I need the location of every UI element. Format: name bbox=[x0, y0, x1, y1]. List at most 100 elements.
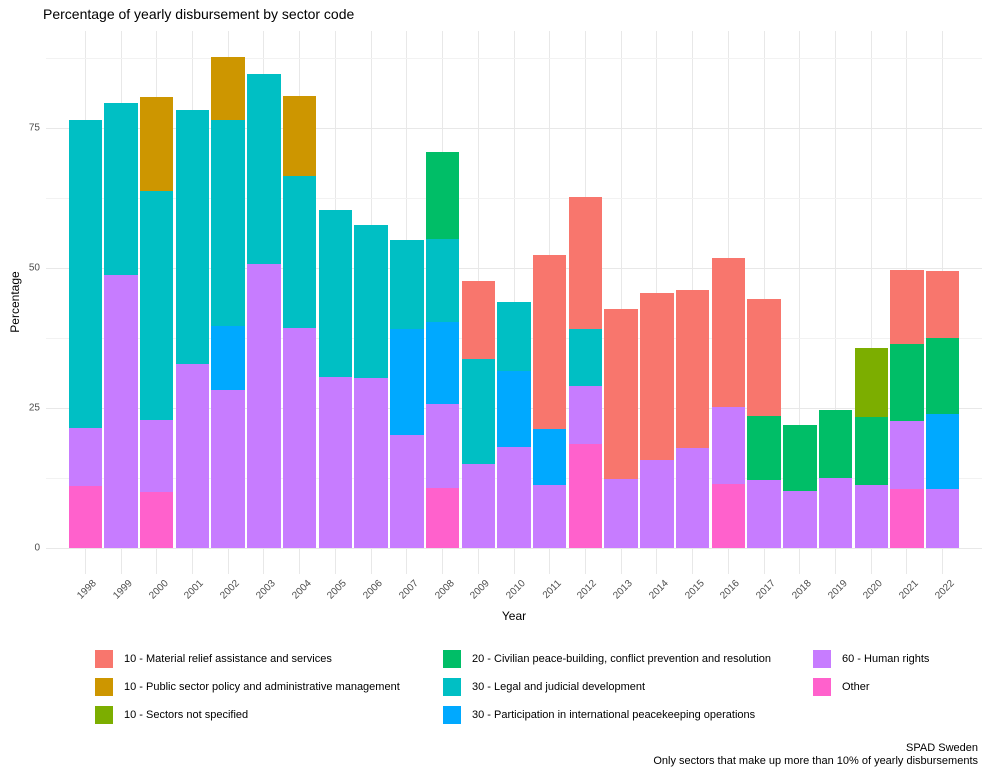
x-tick-label: 2021 bbox=[897, 578, 921, 602]
x-tick-label: 2007 bbox=[397, 578, 421, 602]
bar-segment bbox=[818, 409, 853, 478]
legend-item: 30 - Participation in international peac… bbox=[443, 706, 755, 724]
bar-segment bbox=[282, 95, 317, 177]
bar-segment bbox=[854, 485, 888, 548]
x-tick-label: 2017 bbox=[754, 578, 778, 602]
bar-segment bbox=[68, 119, 103, 428]
x-tick-label: 2015 bbox=[682, 578, 707, 602]
caption-line-1: SPAD Sweden bbox=[906, 742, 978, 754]
x-tick-label: 2010 bbox=[504, 578, 528, 602]
x-tick-label: 2004 bbox=[289, 578, 314, 602]
bar-segment bbox=[139, 191, 174, 420]
legend-item: 10 - Public sector policy and administra… bbox=[95, 678, 400, 696]
x-tick-label: 2016 bbox=[718, 578, 743, 602]
y-axis-title: Percentage bbox=[8, 271, 22, 333]
bar-segment bbox=[818, 478, 853, 548]
bar-segment bbox=[425, 488, 460, 548]
bar-segment bbox=[425, 322, 460, 404]
x-tick-label: 2008 bbox=[432, 578, 457, 602]
y-tick-label: 75 bbox=[28, 122, 40, 134]
bar-segment bbox=[175, 109, 210, 365]
x-tick-label: 2013 bbox=[611, 578, 635, 602]
legend-item: 10 - Material relief assistance and serv… bbox=[95, 650, 332, 668]
bar-segment bbox=[425, 403, 460, 489]
x-tick-label: 2005 bbox=[325, 578, 350, 602]
bar-segment bbox=[568, 386, 603, 444]
bar-segment bbox=[675, 448, 710, 548]
gridline-major bbox=[46, 267, 982, 269]
legend-label: 20 - Civilian peace-building, conflict p… bbox=[472, 653, 772, 665]
bar-segment bbox=[854, 348, 888, 417]
legend-swatch bbox=[813, 650, 831, 668]
bar-segment bbox=[139, 492, 174, 548]
gridline-vertical bbox=[620, 31, 622, 574]
x-tick-label: 2000 bbox=[147, 578, 171, 602]
x-tick-label: 2020 bbox=[861, 578, 886, 602]
legend-item: 60 - Human rights bbox=[813, 650, 929, 668]
legend-label: 10 - Material relief assistance and serv… bbox=[124, 653, 332, 665]
legend-label: 60 - Human rights bbox=[842, 653, 930, 665]
bar-segment bbox=[532, 485, 567, 548]
bar-segment bbox=[318, 377, 353, 548]
bar-segment bbox=[890, 343, 924, 422]
bar-segment bbox=[925, 270, 960, 338]
bar-segment bbox=[68, 486, 103, 548]
bar-segment bbox=[390, 435, 424, 548]
bar-segment bbox=[211, 325, 245, 391]
legend-item: Other bbox=[813, 678, 870, 696]
bar-segment bbox=[925, 414, 960, 489]
bar-segment bbox=[747, 479, 781, 548]
bar-segment bbox=[104, 103, 138, 275]
bar-segment bbox=[139, 419, 174, 492]
x-tick-label: 1999 bbox=[111, 578, 135, 602]
bar-segment bbox=[747, 298, 781, 416]
bar-segment bbox=[783, 424, 817, 492]
legend-swatch bbox=[95, 678, 113, 696]
gridline-major bbox=[46, 547, 982, 549]
bar-segment bbox=[604, 478, 638, 548]
x-tick-label: 2022 bbox=[932, 578, 957, 602]
bar-segment bbox=[783, 491, 817, 548]
bar-segment bbox=[211, 119, 245, 326]
legend-label: 10 - Public sector policy and administra… bbox=[124, 681, 400, 693]
x-tick-label: 2002 bbox=[218, 578, 242, 602]
x-tick-label: 1998 bbox=[75, 578, 100, 602]
y-tick-label: 0 bbox=[34, 542, 40, 554]
bar-segment bbox=[925, 338, 960, 415]
bar-segment bbox=[354, 378, 388, 548]
bar-segment bbox=[425, 239, 460, 323]
x-tick-label: 2011 bbox=[540, 578, 564, 601]
bar-segment bbox=[461, 359, 496, 464]
legend-label: 30 - Legal and judicial development bbox=[472, 681, 646, 693]
legend-swatch bbox=[813, 678, 831, 696]
legend-swatch bbox=[443, 650, 461, 668]
bar-segment bbox=[604, 309, 638, 479]
bar-segment bbox=[104, 274, 138, 548]
legend-label: 30 - Participation in international peac… bbox=[472, 709, 756, 721]
bar-segment bbox=[711, 483, 746, 548]
x-tick-label: 2019 bbox=[825, 578, 850, 602]
legend-swatch bbox=[443, 706, 461, 724]
bar-segment bbox=[211, 390, 245, 548]
gridline-vertical bbox=[799, 31, 801, 574]
bar-segment bbox=[318, 210, 353, 378]
bar-segment bbox=[175, 364, 210, 548]
legend-swatch bbox=[95, 706, 113, 724]
bar-segment bbox=[68, 427, 103, 487]
bar-segment bbox=[532, 428, 567, 486]
x-tick-label: 2003 bbox=[254, 578, 278, 602]
bar-segment bbox=[354, 225, 388, 379]
bar-segment bbox=[390, 329, 424, 436]
bar-segment bbox=[461, 281, 496, 360]
legend-label: Other bbox=[842, 681, 870, 693]
bar-segment bbox=[854, 416, 888, 486]
x-tick-label: 2001 bbox=[182, 578, 207, 602]
legend-item: 30 - Legal and judicial development bbox=[443, 678, 645, 696]
bar-segment bbox=[390, 240, 424, 330]
bar-segment bbox=[247, 264, 281, 548]
bar-segment bbox=[925, 488, 960, 548]
bar-segment bbox=[139, 96, 174, 192]
caption: SPAD Sweden Only sectors that make up mo… bbox=[653, 742, 978, 768]
x-tick-label: 2014 bbox=[647, 578, 671, 602]
